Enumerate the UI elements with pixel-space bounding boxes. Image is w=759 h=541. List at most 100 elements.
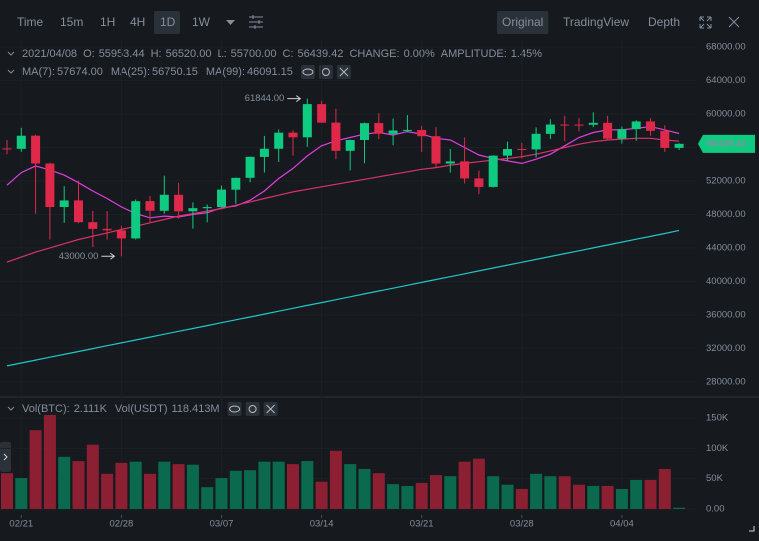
legend-text: Vol(USDT) xyxy=(115,403,168,415)
candle-body xyxy=(317,104,327,123)
interval-button[interactable]: 15m xyxy=(60,15,83,29)
legend-text: L: xyxy=(217,48,226,60)
volume-bar xyxy=(329,450,342,509)
candle-body xyxy=(660,130,670,148)
collapse-arrows[interactable] xyxy=(7,51,15,411)
legend-settings-icon[interactable] xyxy=(245,402,260,416)
candle-body xyxy=(31,135,41,164)
interval-button[interactable]: Time xyxy=(17,15,44,29)
volume-bar xyxy=(487,476,500,509)
legend-text: MA(99): xyxy=(206,66,245,78)
volume-bar xyxy=(229,470,242,509)
candle-body xyxy=(145,201,155,211)
x-tick-label: 03/14 xyxy=(310,519,334,530)
candle-body xyxy=(445,161,455,164)
candle-body xyxy=(231,177,241,190)
candle-body xyxy=(374,123,384,134)
interval-button[interactable]: 1H xyxy=(100,15,115,29)
x-tick-label: 04/04 xyxy=(610,519,634,530)
close-shape xyxy=(266,404,275,414)
legend-text: AMPLITUDE: xyxy=(441,48,507,60)
legend-text: 56439.42 xyxy=(298,48,344,60)
x-tick-label: 03/21 xyxy=(410,519,434,530)
legend-text: 56750.15 xyxy=(152,66,198,78)
volume-bar xyxy=(129,461,142,509)
interval-button[interactable]: 1W xyxy=(192,15,211,29)
y-tick-label: 32000.00 xyxy=(706,343,746,354)
candle-body xyxy=(259,148,269,157)
interval-button[interactable]: 4H xyxy=(130,15,145,29)
interval-button[interactable]: 1D xyxy=(160,15,176,29)
candle-body xyxy=(488,155,498,187)
candle-body xyxy=(417,129,427,137)
legend-text: MA(25): xyxy=(111,66,150,78)
side-toggle-icon xyxy=(3,453,8,461)
candle-body xyxy=(159,194,169,211)
candle-body xyxy=(531,133,541,150)
candle-body xyxy=(503,149,512,156)
volume-bar xyxy=(301,461,314,509)
volume-bar xyxy=(587,485,600,509)
legend-text: C: xyxy=(283,48,294,60)
volume-bar xyxy=(387,484,400,509)
y-tick-label: 64000.00 xyxy=(706,75,746,86)
dropdown-icon[interactable] xyxy=(226,20,235,25)
view-button[interactable]: Depth xyxy=(648,15,680,29)
ma-line xyxy=(6,229,680,367)
gear-shape xyxy=(321,68,330,76)
candle-body xyxy=(360,123,369,140)
legend-eye-icon[interactable] xyxy=(300,65,315,79)
legend-text: 2021/04/08 xyxy=(22,48,77,60)
vol-y-tick-label: 150K xyxy=(706,413,729,424)
candle-body xyxy=(202,207,212,209)
candle-body xyxy=(646,121,655,131)
candle-body xyxy=(345,139,355,151)
candle-body xyxy=(402,129,412,131)
candle-body xyxy=(603,122,613,139)
gear-shape xyxy=(248,405,257,413)
legend-eye-icon[interactable] xyxy=(227,402,242,416)
candle-body xyxy=(302,104,312,138)
ma-line xyxy=(6,125,680,219)
vol-y-tick-label: 50K xyxy=(706,473,724,484)
fullscreen-icon[interactable] xyxy=(699,16,712,29)
volume-bar xyxy=(558,476,571,509)
annotation-label: 43000.00 xyxy=(59,251,99,262)
close-icon[interactable] xyxy=(728,16,740,28)
candle-body xyxy=(388,130,398,134)
view-button[interactable]: Original xyxy=(502,15,543,29)
side-toggle[interactable] xyxy=(0,442,11,472)
x-tick-label: 03/28 xyxy=(510,519,534,530)
candle-body xyxy=(45,163,55,207)
eye-shape xyxy=(302,68,314,76)
candle-body xyxy=(2,148,12,150)
candle-body xyxy=(474,178,484,187)
settings-icon[interactable] xyxy=(249,15,263,29)
volume-bar xyxy=(372,473,385,509)
legend-settings-icon[interactable] xyxy=(318,65,333,79)
view-button[interactable]: TradingView xyxy=(563,15,629,29)
candle-body xyxy=(588,122,598,125)
volume-bar xyxy=(144,473,156,509)
vol-y-tick-label: 100K xyxy=(706,443,729,454)
volume-bar xyxy=(530,473,543,509)
candle-body xyxy=(188,208,198,212)
volume-bar xyxy=(272,461,285,509)
candle-body xyxy=(102,228,112,231)
candle-body xyxy=(88,222,98,229)
y-tick-label: 28000.00 xyxy=(706,376,746,387)
candle-body xyxy=(331,122,341,151)
interval-active-bg xyxy=(154,11,180,34)
volume-bar xyxy=(544,476,557,509)
volume-bar xyxy=(43,414,56,509)
candle-body xyxy=(674,143,684,148)
x-tick-label: 03/07 xyxy=(210,519,234,530)
y-tick-label: 36000.00 xyxy=(706,309,746,320)
eye-shape xyxy=(229,405,241,413)
candle-body xyxy=(560,124,570,126)
resize-corner[interactable] xyxy=(749,526,755,532)
volume-bar xyxy=(315,481,328,509)
volume-bar xyxy=(601,485,614,509)
